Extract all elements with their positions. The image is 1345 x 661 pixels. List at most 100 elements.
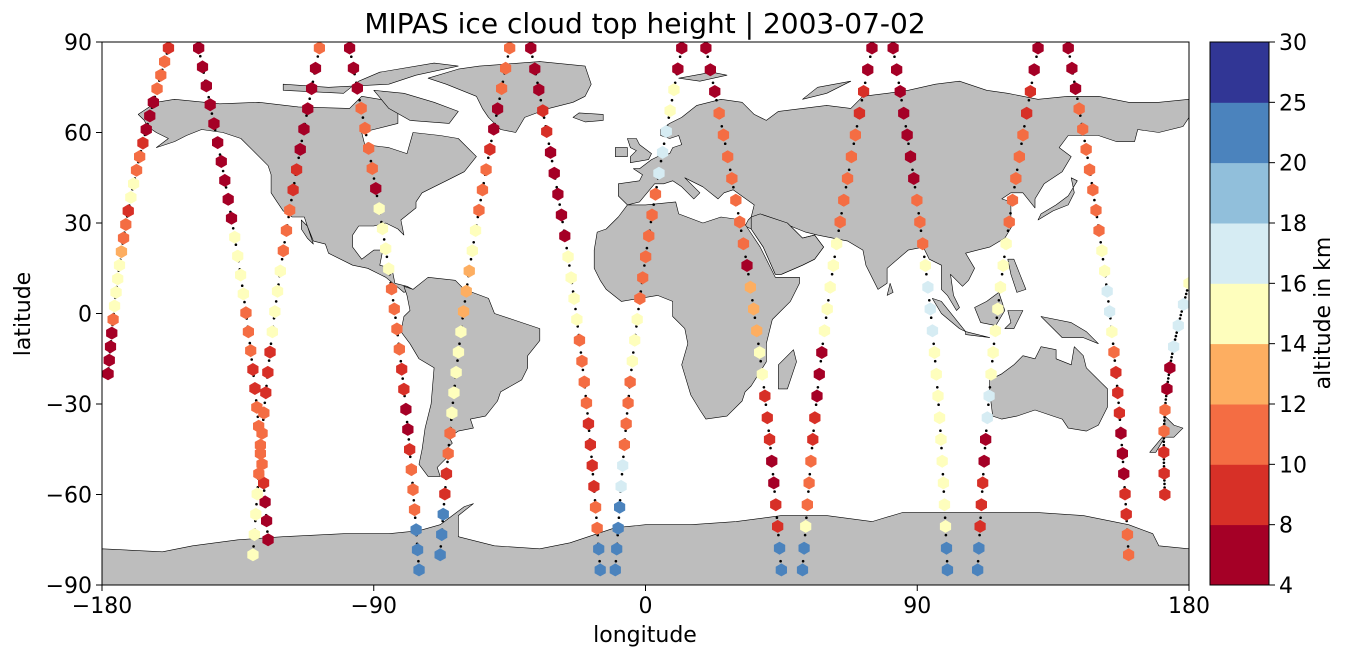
track-dot	[736, 212, 740, 215]
cloud-point	[103, 353, 115, 367]
track-dot	[625, 412, 629, 415]
track-dot	[300, 139, 304, 143]
cloud-point	[552, 187, 564, 201]
track-dot	[413, 516, 417, 519]
colorbar-segment	[1210, 343, 1269, 405]
x-tick-label: 0	[639, 594, 653, 619]
cloud-point	[359, 121, 371, 135]
cloud-point	[911, 193, 923, 207]
track-dot	[1169, 359, 1173, 363]
track-dot	[561, 220, 564, 224]
cloud-point	[215, 155, 227, 168]
cloud-point	[940, 541, 953, 555]
track-dot	[490, 139, 493, 143]
cloud-point	[208, 117, 220, 131]
track-dot	[1179, 313, 1183, 317]
cloud-point	[672, 62, 684, 76]
cloud-point	[504, 42, 516, 55]
cloud-point	[1013, 150, 1025, 164]
cloud-point	[1172, 319, 1184, 333]
track-dot	[655, 185, 658, 189]
cloud-point	[818, 324, 831, 338]
cloud-point	[660, 125, 672, 138]
colorbar-tick-label: 18	[1279, 212, 1307, 237]
cloud-point	[634, 292, 646, 305]
cloud-point	[775, 563, 787, 577]
colorbar-tick-label: 30	[1279, 31, 1307, 56]
track-dot	[652, 203, 655, 206]
track-dot	[498, 97, 501, 100]
track-dot	[988, 386, 992, 389]
cloud-point	[939, 519, 952, 533]
cloud-point	[904, 150, 917, 164]
track-dot	[382, 238, 386, 241]
track-dot	[991, 359, 994, 363]
colorbar-segment	[1210, 223, 1269, 284]
track-dot	[670, 98, 674, 102]
track-dot	[985, 429, 988, 433]
track-dot	[844, 185, 848, 189]
colorbar-tick-label: 25	[1279, 91, 1307, 116]
cloud-point	[137, 136, 149, 150]
cloud-point	[533, 83, 545, 97]
x-tick-label: 180	[1168, 594, 1210, 619]
track-dot	[814, 403, 818, 407]
track-dot	[221, 169, 225, 173]
cloud-point	[256, 426, 268, 440]
track-dot	[1164, 398, 1168, 401]
cloud-point	[834, 215, 846, 229]
track-dot	[662, 142, 666, 145]
track-dot	[911, 168, 914, 172]
track-dot	[1030, 81, 1034, 85]
cloud-point	[541, 125, 553, 138]
cloud-point	[383, 262, 395, 276]
cloud-point	[266, 325, 278, 339]
track-dot	[833, 255, 836, 259]
track-dot	[234, 243, 238, 246]
land-iceland	[572, 112, 604, 123]
track-dot	[1068, 55, 1072, 58]
cloud-point	[344, 42, 356, 55]
track-dot	[824, 316, 828, 320]
track-dot	[210, 112, 214, 115]
cloud-point	[410, 523, 422, 537]
track-dot	[764, 403, 768, 407]
y-axis-label: latitude	[11, 272, 36, 356]
cloud-point	[271, 284, 284, 298]
cloud-point	[1006, 193, 1019, 207]
track-dot	[659, 159, 663, 163]
track-dot	[255, 502, 258, 506]
cloud-point	[1021, 106, 1033, 120]
track-dot	[936, 386, 939, 389]
cloud-point	[196, 60, 209, 74]
cloud-point	[709, 85, 721, 98]
cloud-point	[366, 162, 378, 175]
track-dot	[808, 472, 812, 476]
cloud-point	[306, 82, 318, 96]
cloud-point	[1024, 85, 1036, 98]
land-philippines	[1007, 258, 1027, 293]
track-dot	[925, 272, 928, 276]
cloud-point	[1116, 447, 1128, 460]
cloud-point	[473, 203, 485, 217]
cloud-point	[128, 177, 140, 191]
track-dot	[263, 401, 267, 405]
cloud-point	[941, 563, 954, 577]
cloud-point	[568, 292, 580, 305]
colorbar-segment	[1210, 42, 1269, 103]
track-dot	[1163, 419, 1166, 422]
cloud-point	[405, 463, 417, 477]
cloud-point	[229, 230, 241, 244]
track-dot	[630, 368, 633, 372]
track-dot	[830, 272, 834, 276]
cloud-point	[104, 340, 117, 354]
track-dot	[269, 342, 273, 346]
colorbar-tick-label: 16	[1279, 272, 1307, 297]
cloud-point	[614, 500, 626, 514]
cloud-point	[548, 166, 560, 180]
track-dot	[539, 98, 543, 102]
track-dot	[706, 55, 709, 58]
track-dot	[919, 229, 923, 232]
track-dot	[479, 198, 483, 202]
track-dot	[463, 300, 467, 303]
